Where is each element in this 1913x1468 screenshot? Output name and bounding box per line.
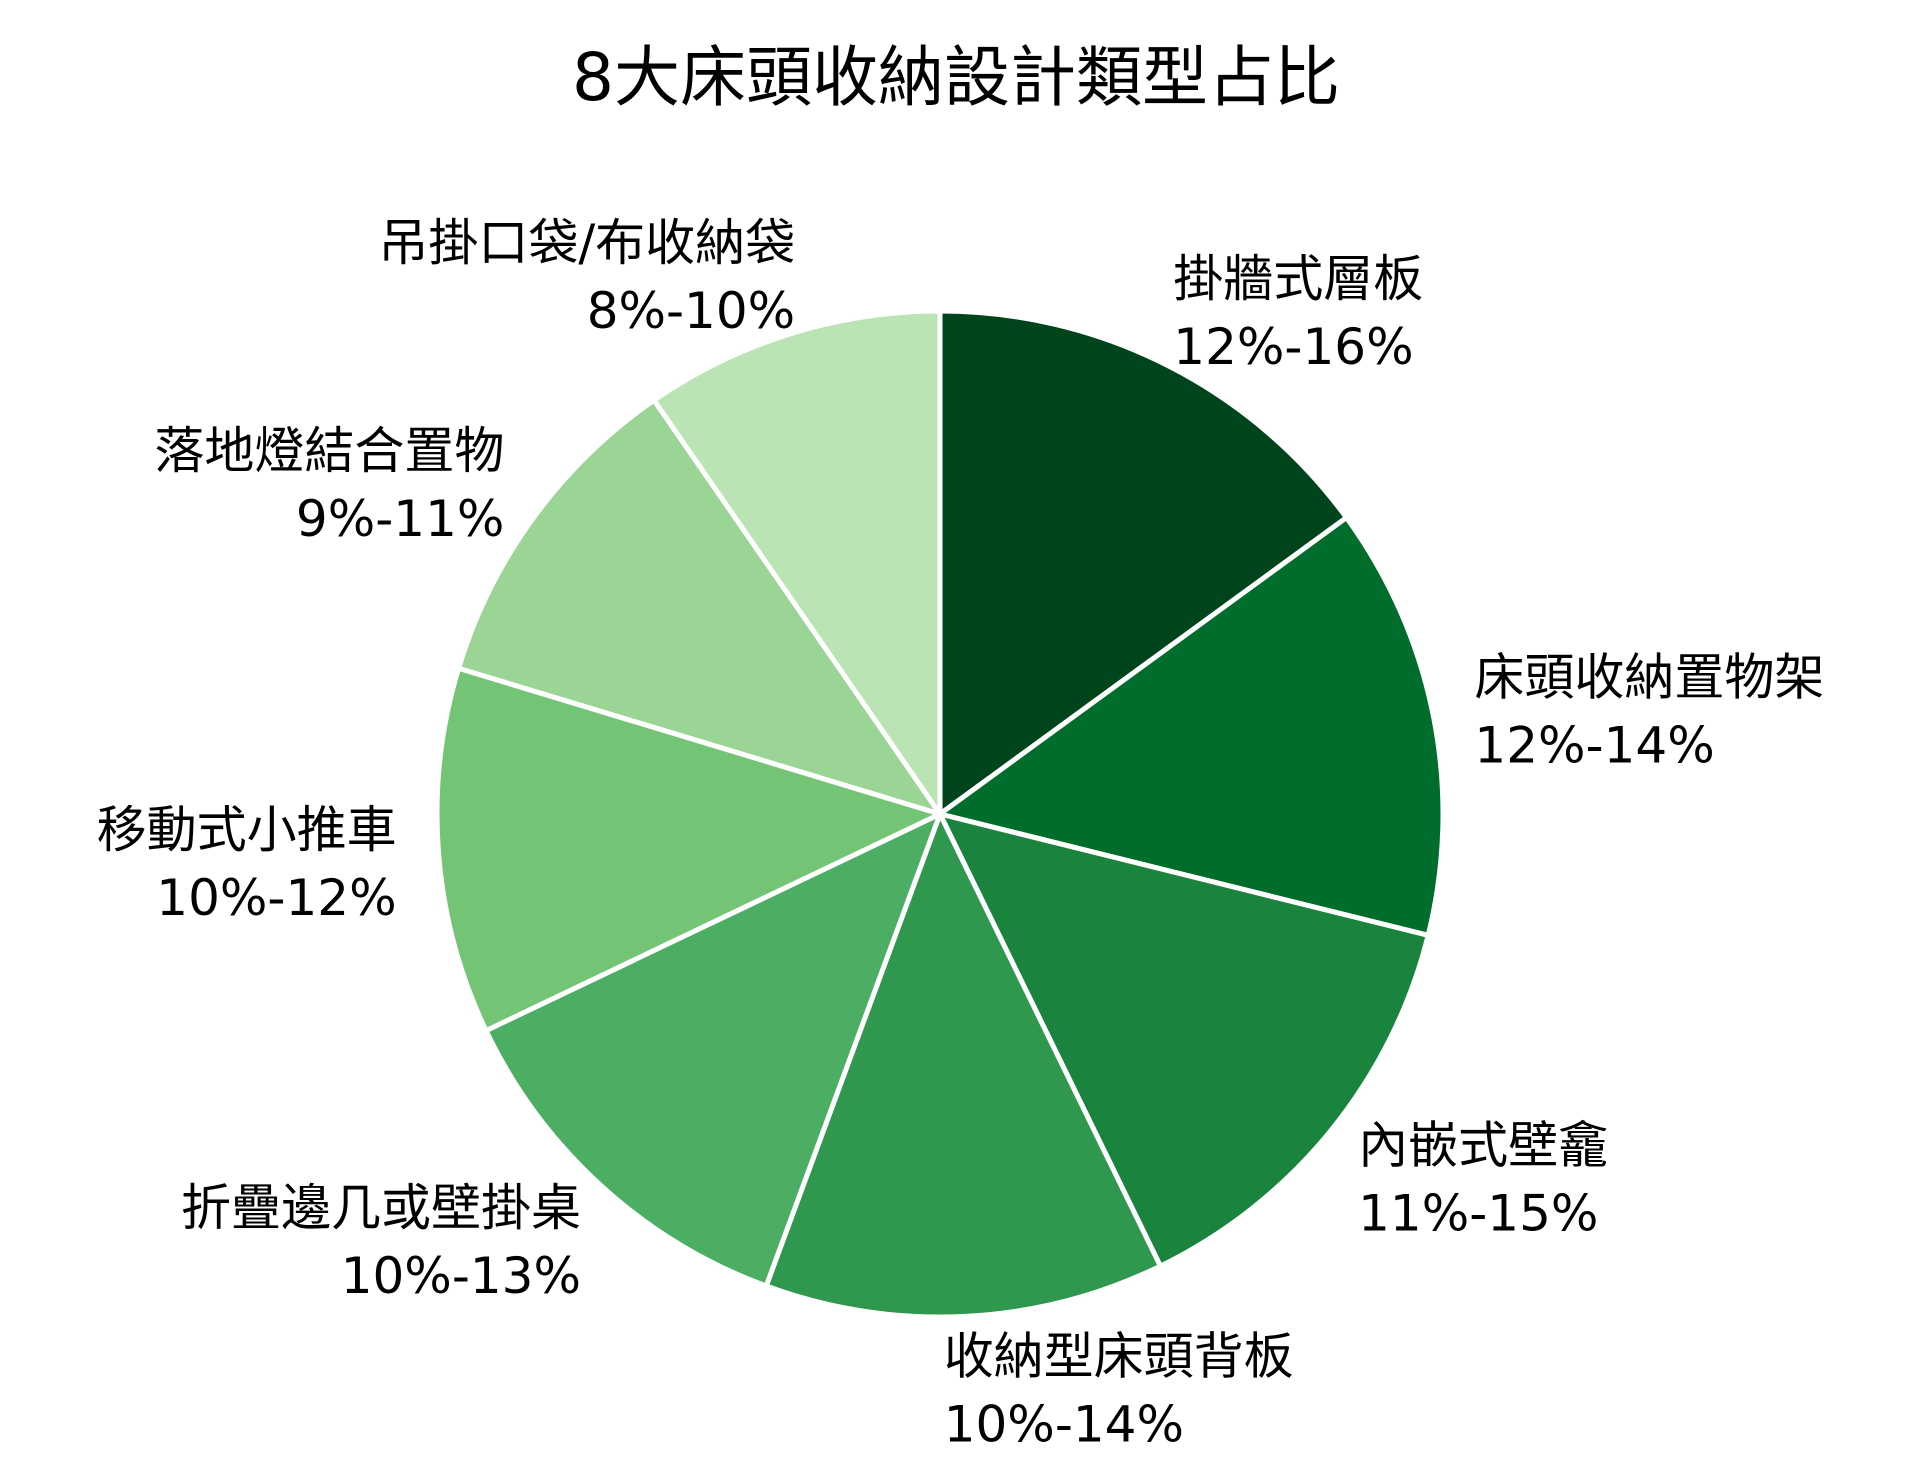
slice-range-label: 10%-13% [341,1247,581,1305]
pie-slice [651,308,943,817]
pie-slice [456,397,943,817]
pie-slice [483,811,943,1289]
slice-label: 床頭收納置物架 [1474,649,1824,707]
pie-slice [763,811,1163,1320]
slice-label: 內嵌式壁龕 [1358,1117,1608,1175]
slice-label: 折疊邊几或壁掛桌 [181,1179,581,1237]
pie-slice [434,665,943,1034]
slice-range-label: 10%-14% [944,1395,1184,1453]
chart-title: 8大床頭收納設計類型占比 [572,39,1340,116]
slice-label: 掛牆式層板 [1173,250,1423,308]
slice-label: 移動式小推車 [97,801,397,859]
slice-label: 落地燈結合置物 [154,422,504,480]
slice-labels: 掛牆式層板 12%-16% 床頭收納置物架 12%-14% 內嵌式壁龕 11%-15% 收納… [97,214,1825,1453]
slice-range-label: 10%-12% [156,869,396,927]
slice-range-label: 8%-10% [587,282,796,340]
slice-range-label: 12%-14% [1474,717,1714,775]
pie-slices [434,308,1446,1320]
slice-range-label: 11%-15% [1358,1185,1598,1243]
pie-slice [937,811,1431,1269]
slice-label: 收納型床頭背板 [944,1327,1294,1385]
slice-range-label: 12%-16% [1173,318,1413,376]
pie-slice [937,515,1446,938]
slice-range-label: 9%-11% [296,490,505,548]
slice-label: 吊掛口袋/布收納袋 [378,214,795,272]
pie-slice [937,308,1349,817]
